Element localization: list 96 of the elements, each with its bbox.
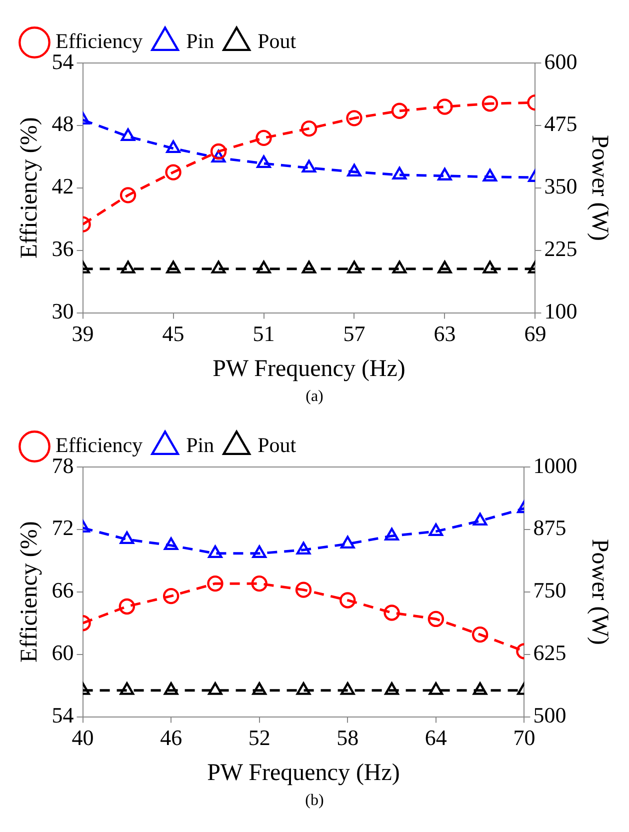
point (120, 128, 136, 142)
point (166, 260, 180, 274)
y2-tick-label: 875 (533, 515, 566, 540)
point (252, 682, 267, 695)
point (211, 150, 226, 163)
y2-tick-label: 100 (544, 298, 578, 324)
point (302, 160, 316, 173)
y-tick-label: 36 (52, 236, 74, 262)
y-tick-label: 30 (52, 298, 74, 324)
point (296, 542, 311, 555)
y2-tick-label: 1000 (533, 452, 578, 478)
point (208, 545, 222, 558)
point (347, 260, 362, 274)
point (392, 166, 407, 180)
point (436, 98, 453, 115)
point (256, 130, 272, 146)
point (347, 164, 362, 177)
point (295, 582, 312, 598)
x-axis-title: PW Frequency (Hz) (212, 356, 406, 382)
point (164, 537, 178, 550)
point (164, 682, 178, 695)
point (208, 682, 222, 695)
point (472, 626, 488, 643)
text: (a) (304, 388, 324, 406)
x-tick-label: 46 (160, 724, 182, 750)
point (211, 260, 226, 274)
x-tick-label: 52 (248, 724, 270, 750)
y-tick-label: 54 (52, 702, 74, 728)
point (251, 575, 268, 592)
point (340, 592, 356, 608)
point (384, 682, 399, 695)
point (428, 682, 444, 695)
point (210, 143, 227, 160)
legend-label: Pin (186, 433, 215, 458)
point (256, 155, 271, 168)
y-tick-label: 42 (52, 174, 74, 199)
x-tick-label: 58 (336, 724, 359, 750)
y2-tick-label: 600 (544, 48, 578, 74)
x-tick-label: 39 (72, 320, 94, 346)
y2-tick-label: 625 (533, 640, 566, 666)
point (391, 102, 408, 119)
point (482, 260, 498, 274)
text: (b) (304, 792, 325, 810)
point (438, 168, 452, 181)
legend-label: Pout (258, 433, 296, 458)
point (346, 110, 362, 126)
y-axis-title: Efficiency (%) (16, 117, 43, 259)
point (340, 682, 355, 695)
point (428, 610, 444, 628)
legend-label: Pin (186, 29, 215, 54)
point (482, 95, 498, 112)
y2-tick-label: 225 (544, 236, 578, 262)
point (472, 512, 488, 526)
legend-label: Pout (258, 29, 296, 54)
point (384, 528, 399, 541)
y2-tick-label: 475 (544, 111, 578, 136)
point (340, 536, 355, 549)
point (120, 187, 136, 204)
point (207, 575, 224, 592)
x-tick-label: 57 (343, 320, 366, 346)
point (165, 164, 182, 180)
x-tick-label: 69 (524, 320, 546, 346)
point (256, 260, 271, 274)
point (120, 682, 134, 695)
point (472, 682, 488, 695)
point (166, 140, 180, 154)
point (296, 682, 311, 695)
y-tick-label: 60 (52, 640, 74, 666)
y-tick-label: 48 (52, 111, 74, 136)
point (482, 168, 498, 182)
y-tick-label: 72 (52, 515, 74, 540)
y2-tick-label: 750 (533, 578, 566, 603)
point (302, 260, 316, 274)
point (120, 531, 134, 544)
point (252, 545, 267, 558)
x-tick-label: 63 (434, 320, 456, 346)
point (428, 523, 444, 536)
point (438, 260, 452, 274)
point (118, 598, 136, 615)
x-tick-label: 40 (72, 724, 94, 750)
y2-tick-label: 500 (533, 702, 566, 728)
point (300, 120, 318, 137)
x-tick-label: 64 (424, 724, 447, 750)
x-axis-title: PW Frequency (Hz) (207, 760, 400, 786)
y-tick-label: 66 (52, 578, 74, 603)
point (384, 604, 400, 621)
x-tick-label: 45 (162, 320, 184, 346)
y2-axis-title: Power (W) (586, 134, 612, 241)
point (162, 588, 180, 604)
y2-tick-label: 350 (544, 174, 578, 199)
x-tick-label: 51 (252, 320, 275, 346)
y-axis-title: Efficiency (%) (16, 521, 43, 663)
y2-axis-title: Power (W) (586, 538, 612, 645)
point (120, 260, 136, 274)
point (392, 260, 407, 274)
x-tick-label: 70 (513, 724, 536, 750)
